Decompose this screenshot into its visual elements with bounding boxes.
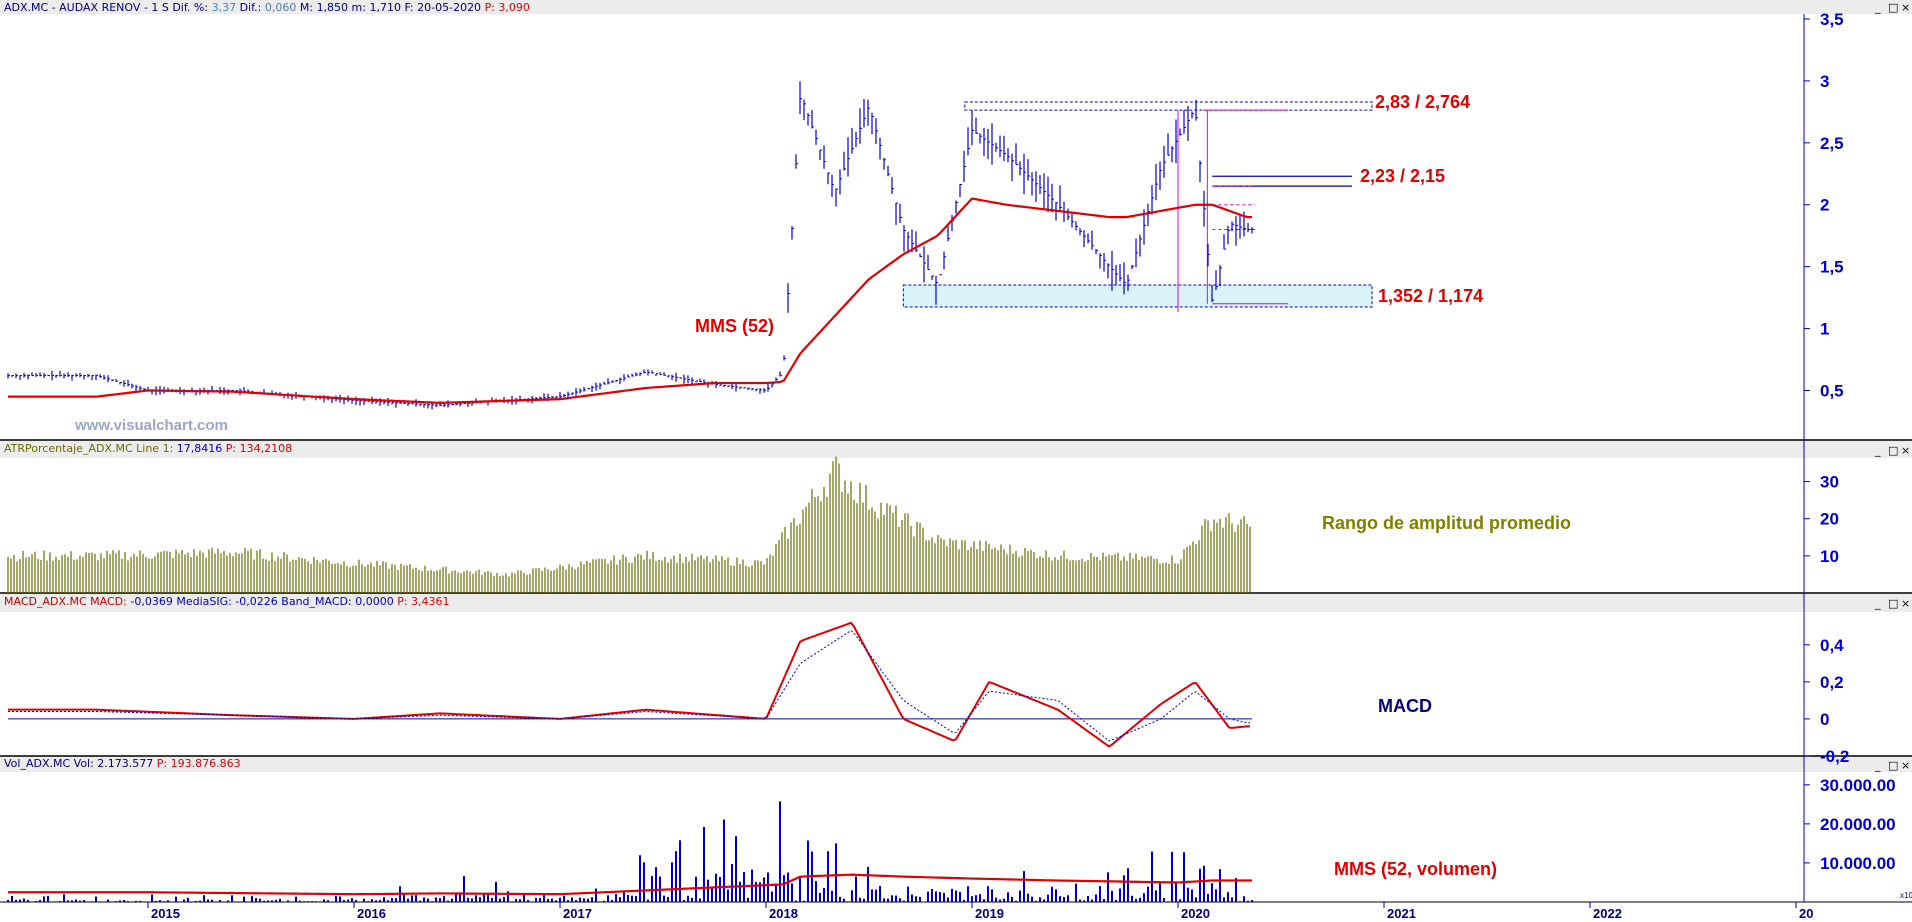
- y-tick-label: 3,5: [1820, 10, 1844, 29]
- atr-bars: [7, 456, 1251, 593]
- header-segment: Band_MACD: 0,0000: [278, 595, 394, 608]
- volume-ma-line: [8, 873, 1252, 896]
- x-tick-label: 2016: [357, 906, 386, 921]
- window-control-icon[interactable]: _: [1874, 597, 1881, 610]
- mms-label: MMS (52): [695, 316, 774, 336]
- window-control-icon[interactable]: _: [1874, 759, 1881, 772]
- window-control-icon[interactable]: ×: [1901, 1, 1910, 14]
- y-tick-label: 0,4: [1820, 636, 1844, 655]
- pane-header-bar: [0, 440, 1912, 458]
- support-zone: [902, 284, 1373, 308]
- x-tick-label: 2017: [563, 906, 592, 921]
- y-tick-label: 30: [1820, 473, 1839, 492]
- volume-scale-tag: x10: [1900, 891, 1912, 900]
- window-control-icon[interactable]: ×: [1901, 597, 1910, 610]
- x-tick-label: 2022: [1593, 906, 1622, 921]
- header-segment: MACD_ADX.MC MACD:: [4, 595, 130, 608]
- y-tick-label: 1: [1820, 320, 1829, 339]
- macd-header: MACD_ADX.MC MACD: -0,0369 MediaSIG: -0,0…: [4, 595, 450, 608]
- header-segment: -0,0226: [235, 595, 277, 608]
- y-tick-label: 0,2: [1820, 673, 1844, 692]
- header-segment: P: 134,2108: [222, 442, 292, 455]
- watermark: www.visualchart.com: [74, 417, 228, 434]
- support-label: 1,352 / 1,174: [1378, 286, 1483, 306]
- header-segment: P: 3,4361: [394, 595, 450, 608]
- y-tick-label: 0,5: [1820, 381, 1844, 400]
- resistance-zone: [964, 101, 1373, 111]
- header-segment: Dif.:: [236, 1, 265, 14]
- y-tick-label: 2: [1820, 196, 1829, 215]
- volume-bars: [7, 801, 1253, 902]
- header-segment: -0,0369: [130, 595, 172, 608]
- header-segment: P: 193.876.863: [153, 757, 240, 770]
- price-header: ADX.MC - AUDAX RENOV - 1 S Dif. %: 3,37 …: [4, 1, 530, 14]
- signal-line: [8, 629, 1250, 742]
- window-control-icon[interactable]: ×: [1901, 444, 1910, 457]
- mid-level-label: 2,23 / 2,15: [1360, 166, 1445, 186]
- vol-header: Vol_ADX.MC Vol: 2.173.577 P: 193.876.863: [4, 757, 241, 770]
- x-tick-label: 2015: [151, 906, 180, 921]
- pane-header-bar: [0, 0, 1912, 14]
- window-control-icon[interactable]: ×: [1901, 759, 1910, 772]
- price-ma-line: [8, 197, 1252, 404]
- y-tick-label: 3: [1820, 72, 1829, 91]
- pane-header-bar: [0, 756, 1912, 772]
- x-tick-label: 2019: [975, 906, 1004, 921]
- window-control-icon[interactable]: _: [1874, 444, 1881, 457]
- y-tick-label: 0: [1820, 710, 1829, 729]
- y-tick-label: 10: [1820, 547, 1839, 566]
- y-tick-label: 1,5: [1820, 258, 1844, 277]
- y-tick-label: 10.000.00: [1820, 854, 1896, 873]
- x-tick-label: 20: [1799, 906, 1813, 921]
- y-tick-label: 30.000.00: [1820, 776, 1896, 795]
- window-control-icon[interactable]: _: [1874, 1, 1881, 14]
- header-segment: 3,37: [212, 1, 237, 14]
- header-segment: ATRPorcentaje_ADX.MC Line 1:: [4, 442, 177, 455]
- x-tick-label: 2021: [1387, 906, 1416, 921]
- y-tick-label: 20: [1820, 510, 1839, 529]
- header-segment: Vol_ADX.MC Vol: 2.173.577: [4, 757, 153, 770]
- y-tick-label: -0,2: [1820, 747, 1849, 766]
- macd-label: MACD: [1378, 696, 1432, 716]
- window-control-icon[interactable]: □: [1888, 597, 1898, 610]
- header-segment: MediaSIG:: [173, 595, 236, 608]
- window-control-icon[interactable]: □: [1888, 444, 1898, 457]
- window-control-icon[interactable]: □: [1888, 1, 1898, 14]
- window-control-icon[interactable]: □: [1888, 759, 1898, 772]
- y-tick-label: 20.000.00: [1820, 815, 1896, 834]
- x-tick-label: 2018: [769, 906, 798, 921]
- header-segment: 17,8416: [177, 442, 223, 455]
- pane-header-bar: [0, 593, 1912, 612]
- header-segment: M: 1,850 m: 1,710 F: 20-05-2020: [296, 1, 484, 14]
- y-tick-label: 2,5: [1820, 134, 1844, 153]
- resistance-label: 2,83 / 2,764: [1375, 92, 1470, 112]
- x-tick-label: 2020: [1181, 906, 1210, 921]
- atr-label: Rango de amplitud promedio: [1322, 513, 1571, 533]
- atr-header: ATRPorcentaje_ADX.MC Line 1: 17,8416 P: …: [4, 442, 292, 455]
- header-segment: P: 3,090: [485, 1, 530, 14]
- macd-line: [8, 621, 1250, 748]
- header-segment: 0,060: [265, 1, 297, 14]
- volume-ma-label: MMS (52, volumen): [1334, 859, 1497, 879]
- header-segment: ADX.MC - AUDAX RENOV - 1 S Dif. %:: [4, 1, 212, 14]
